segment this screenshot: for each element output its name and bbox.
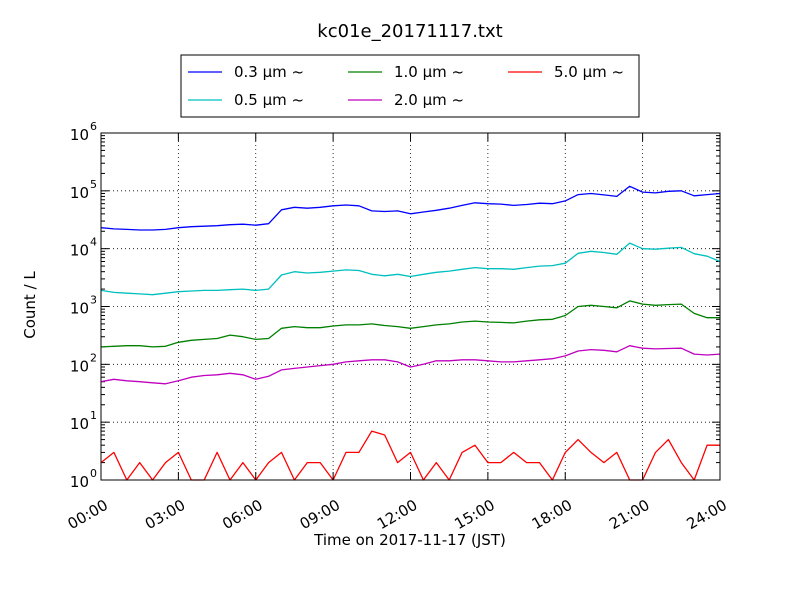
legend-box [180, 54, 640, 118]
y-tick-label: 10 6 [70, 120, 97, 144]
series-line-1 [100, 242, 721, 296]
y-tick-label-base: 10 [70, 415, 89, 433]
axes-background [101, 133, 720, 480]
x-axis-label: Time on 2017-11-17 (JST) [313, 531, 506, 549]
y-tick-label: 10 5 [70, 178, 97, 202]
y-tick-label-exponent: 1 [90, 409, 97, 422]
y-tick-label-exponent: 5 [90, 178, 97, 191]
legend-item: 5.0 μm ~ [508, 63, 624, 81]
y-tick-label: 10 0 [70, 467, 97, 491]
y-tick-label-exponent: 0 [90, 467, 97, 480]
legend-label: 2.0 μm ~ [394, 91, 464, 109]
y-tick-label-base: 10 [70, 300, 89, 318]
legend-label: 1.0 μm ~ [394, 63, 464, 81]
series-line-0 [100, 185, 721, 231]
y-tick-label-base: 10 [70, 473, 89, 491]
y-axis-label: Count / L [21, 271, 39, 339]
chart-title: kc01e_20171117.txt [317, 21, 502, 42]
major-ticks [100, 132, 721, 481]
plot-area: 00:00 03:00 06:00 09:00 12:00 15:00 18:00 21:00… [65, 120, 730, 533]
legend-label: 0.5 μm ~ [234, 91, 304, 109]
legend-item: 1.0 μm ~ [348, 63, 464, 81]
y-tick-label-base: 10 [70, 184, 89, 202]
y-tick-label: 10 1 [70, 409, 97, 433]
y-tick-label: 10 4 [70, 236, 97, 260]
legend-item: 2.0 μm ~ [348, 91, 464, 109]
y-tick-label: 10 3 [70, 294, 97, 318]
series-line-3 [100, 345, 721, 385]
y-tick-label-exponent: 4 [90, 236, 97, 249]
legend-label: 5.0 μm ~ [554, 63, 624, 81]
y-tick-label-base: 10 [70, 242, 89, 260]
series-line-2 [100, 300, 720, 348]
legend-item: 0.5 μm ~ [188, 91, 304, 109]
legend-label: 0.3 μm ~ [234, 63, 304, 81]
y-tick-label-exponent: 3 [90, 294, 97, 307]
legend: 0.3 μm ~ 0.5 μm ~ 1.0 μm ~ 2.0 μm ~ 5.0 μm ~ [180, 54, 640, 118]
y-tick-label-base: 10 [70, 357, 89, 375]
y-tick-label: 10 2 [70, 351, 97, 375]
y-tick-label-base: 10 [70, 126, 89, 144]
y-tick-label-exponent: 6 [90, 120, 97, 133]
legend-item: 0.3 μm ~ [188, 63, 304, 81]
y-tick-label-exponent: 2 [90, 351, 97, 364]
